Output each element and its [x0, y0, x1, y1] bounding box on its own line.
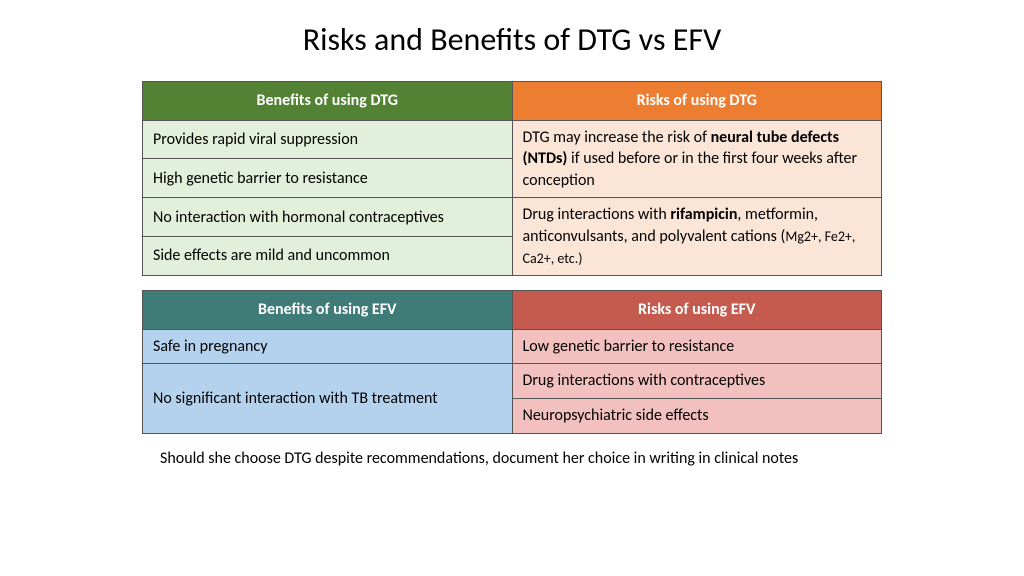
efv-risk-cell: Low genetic barrier to resistance	[512, 329, 882, 364]
dtg-benefits-header: Benefits of using DTG	[143, 82, 513, 121]
efv-risk-cell: Drug interactions with contraceptives	[512, 364, 882, 399]
footnote-text: Should she choose DTG despite recommenda…	[142, 448, 882, 470]
efv-risk-cell: Neuropsychiatric side effects	[512, 398, 882, 433]
text-fragment: Drug interactions with	[523, 205, 671, 224]
dtg-risks-header: Risks of using DTG	[512, 82, 882, 121]
dtg-risk-cell: Drug interactions with rifampicin, metfo…	[512, 198, 882, 276]
text-bold: rifampicin	[670, 205, 737, 224]
page-title: Risks and Benefits of DTG vs EFV	[0, 20, 1024, 59]
efv-table: Benefits of using EFV Risks of using EFV…	[142, 290, 882, 433]
efv-benefit-cell: Safe in pregnancy	[143, 329, 513, 364]
text-fragment: if used before or in the first four week…	[523, 149, 858, 190]
efv-benefit-cell: No significant interaction with TB treat…	[143, 364, 513, 433]
tables-container: Benefits of using DTG Risks of using DTG…	[142, 81, 882, 434]
efv-risks-header: Risks of using EFV	[512, 291, 882, 330]
dtg-benefit-cell: No interaction with hormonal contracepti…	[143, 198, 513, 237]
dtg-benefit-cell: High genetic barrier to resistance	[143, 159, 513, 198]
table-spacer	[142, 276, 882, 290]
dtg-benefit-cell: Side effects are mild and uncommon	[143, 237, 513, 276]
dtg-benefit-cell: Provides rapid viral suppression	[143, 120, 513, 159]
dtg-table: Benefits of using DTG Risks of using DTG…	[142, 81, 882, 276]
text-fragment: DTG may increase the risk of	[523, 128, 711, 147]
dtg-risk-cell: DTG may increase the risk of neural tube…	[512, 120, 882, 198]
efv-benefits-header: Benefits of using EFV	[143, 291, 513, 330]
